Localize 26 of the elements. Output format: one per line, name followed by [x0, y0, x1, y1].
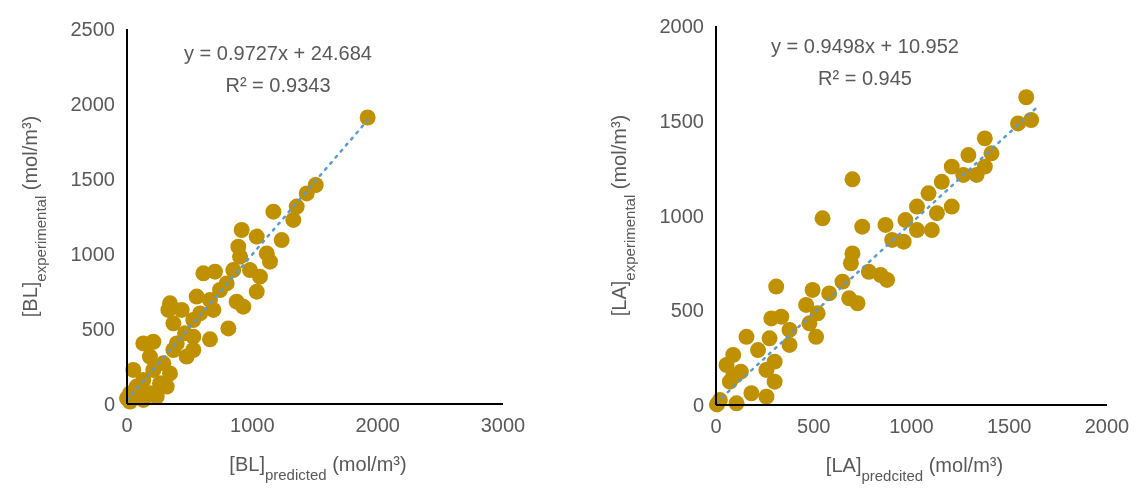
x-tick-label: 3000 — [480, 414, 526, 436]
x-axis-title: [BL]$_{predicted}$ (mol/m³) — [229, 453, 407, 483]
y-tick-label: 1500 — [659, 109, 704, 132]
y-tick-label: 0 — [692, 394, 704, 416]
x-tick-label: 1000 — [230, 414, 275, 436]
x-tick-label: 500 — [797, 415, 831, 437]
y-tick-label: 2000 — [659, 15, 704, 37]
y-tick-label: 1000 — [659, 204, 704, 227]
x-tick-label: 2000 — [355, 414, 400, 436]
annotation: y = 0.9727x + 24.684 — [184, 42, 372, 64]
x-tick-label: 0 — [121, 414, 133, 436]
y-tick-label: 0 — [103, 393, 115, 415]
y-tick-label: 2000 — [70, 93, 115, 115]
x-axis-title: [LA]$_{predcited}$ (mol/m³) — [825, 454, 1004, 484]
y-tick-label: 1500 — [70, 168, 115, 190]
x-tick-label: 1500 — [987, 415, 1032, 437]
y-tick-label: 2500 — [70, 18, 115, 40]
x-tick-label: 1000 — [889, 415, 934, 437]
y-tick-label: 500 — [670, 299, 704, 322]
x-tick-label: 0 — [710, 415, 722, 437]
annotation: y = 0.9498x + 10.952 — [771, 35, 959, 57]
annotation: R² = 0.945 — [818, 67, 912, 89]
y-tick-label: 1000 — [70, 243, 115, 265]
x-tick-label: 2000 — [1084, 415, 1130, 437]
annotation: R² = 0.9343 — [225, 74, 331, 96]
y-tick-label: 500 — [81, 318, 115, 340]
